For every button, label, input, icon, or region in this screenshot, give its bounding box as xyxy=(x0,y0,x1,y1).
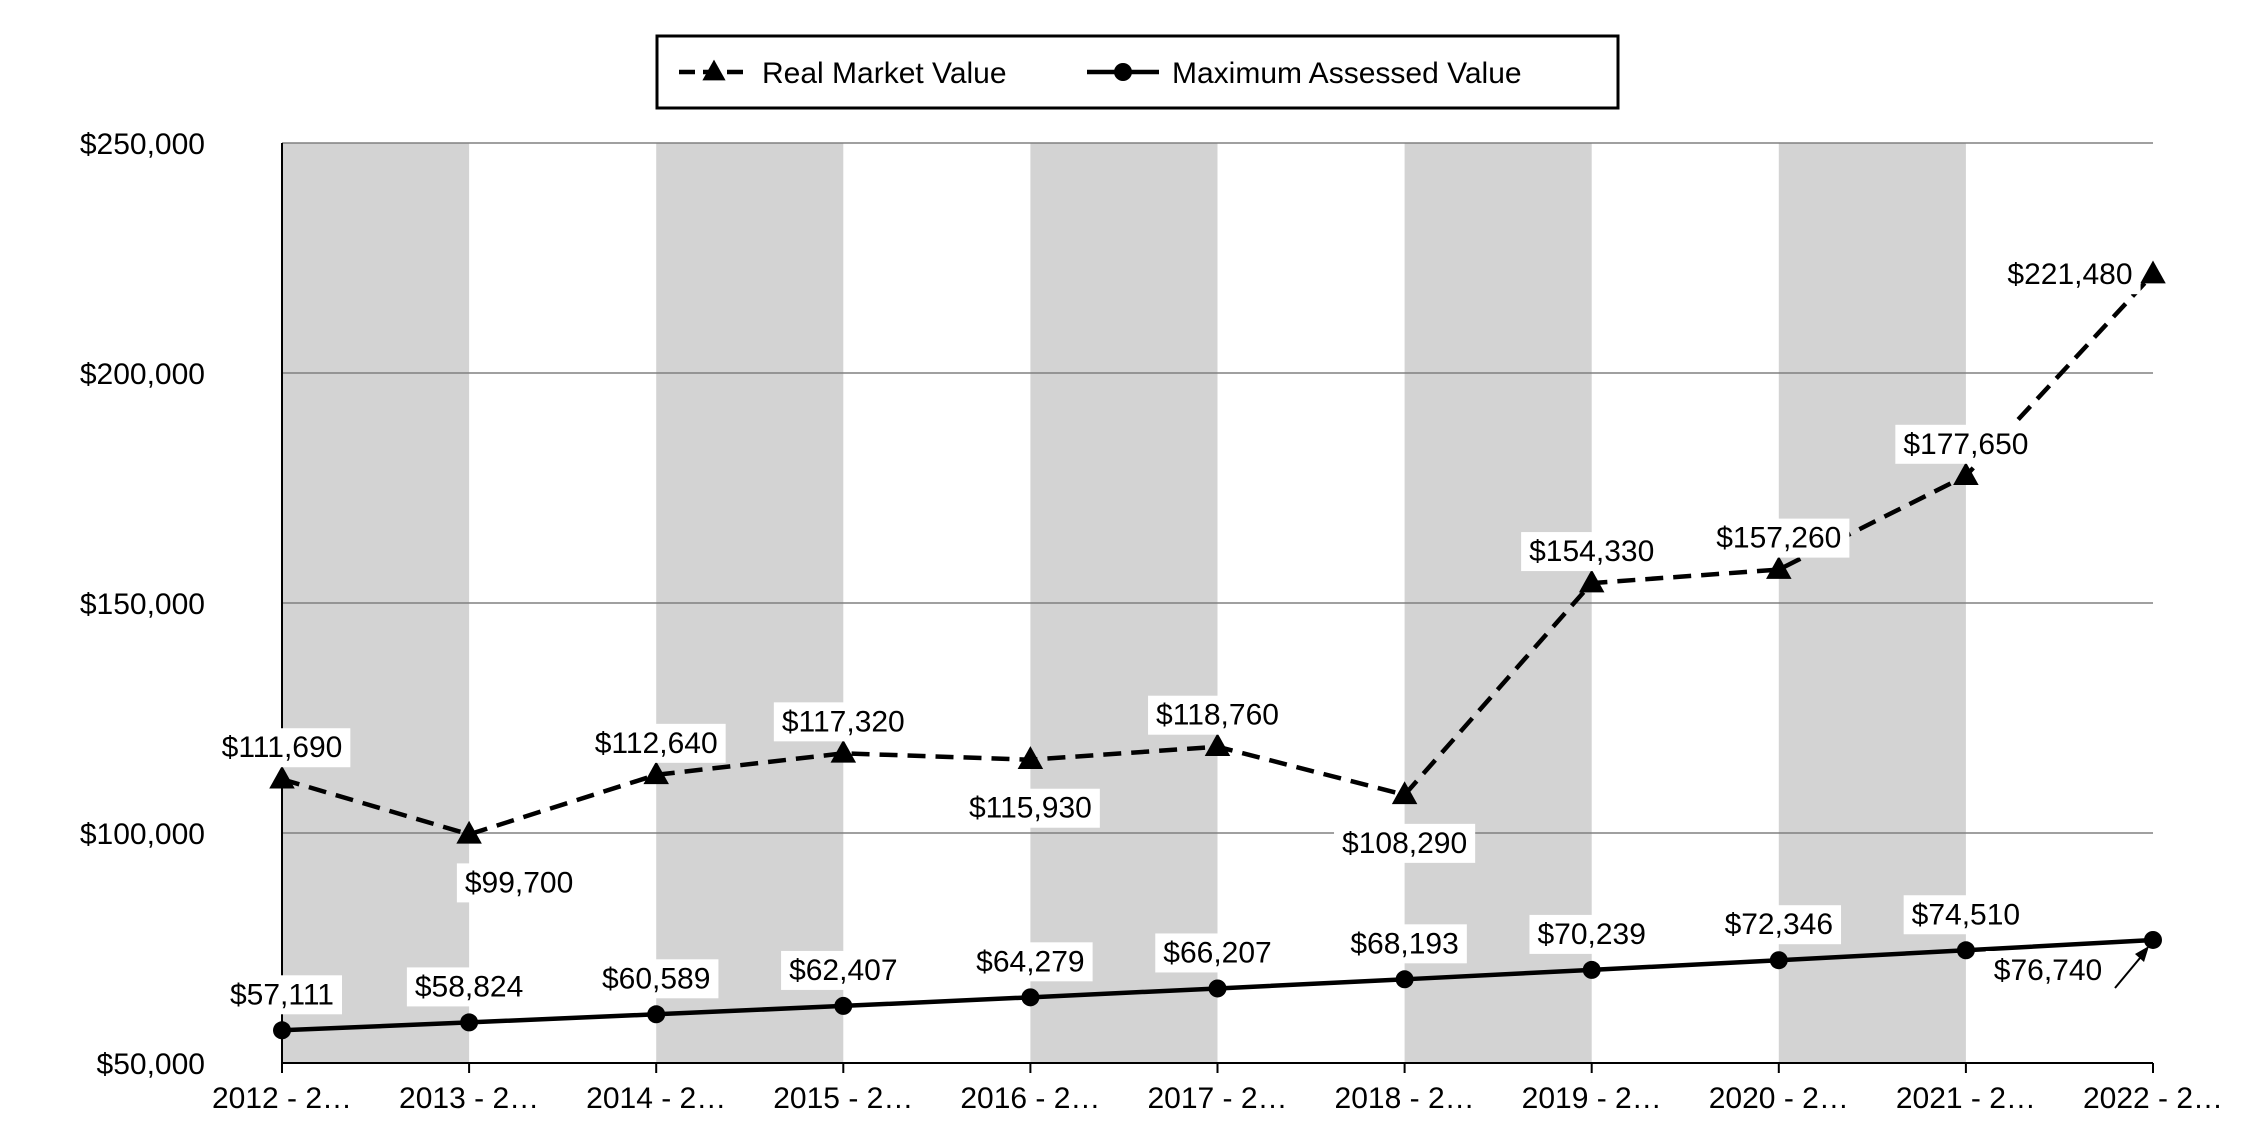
marker-triangle xyxy=(1953,462,1979,486)
rmv-data-label-bg xyxy=(1708,518,1850,558)
rmv-data-label-bg xyxy=(213,728,351,768)
x-tick-label: 2015 - 2… xyxy=(773,1082,913,1115)
marker-circle xyxy=(1769,951,1788,970)
mav-data-label-bg xyxy=(1529,914,1654,954)
legend-label: Maximum Assessed Value xyxy=(1172,57,1522,90)
marker-triangle xyxy=(643,761,669,785)
x-tick-label: 2016 - 2… xyxy=(960,1082,1100,1115)
y-tick-label: $50,000 xyxy=(97,1048,205,1081)
data-labels: $111,690 $99,700 $112,640 $117,320 $115,930 $… xyxy=(213,255,2149,1015)
rmv-data-label: $112,640 xyxy=(595,727,718,760)
rmv-data-label-bg xyxy=(1521,532,1663,572)
marker-circle xyxy=(1395,970,1414,989)
x-tick-label: 2013 - 2… xyxy=(399,1082,539,1115)
rmv-data-label-bg xyxy=(773,702,913,742)
mav-data-label-bg xyxy=(781,950,906,990)
marker-triangle xyxy=(269,765,295,789)
rmv-data-label: $117,320 xyxy=(782,705,905,738)
gridlines xyxy=(282,142,2153,834)
rmv-data-label: $111,690 xyxy=(222,731,343,764)
marker-triangle xyxy=(830,739,857,763)
marker-triangle xyxy=(1391,781,1418,805)
x-tick-label: 2020 - 2… xyxy=(1709,1082,1849,1115)
rmv-data-label: $177,650 xyxy=(1903,428,2028,461)
rmv-data-label: $115,930 xyxy=(969,792,1092,825)
rmv-data-label: $108,290 xyxy=(1342,827,1467,860)
y-tick-label: $250,000 xyxy=(80,128,205,161)
legend: Real Market Value Maximum Assessed Value xyxy=(655,34,1620,110)
rmv-data-label: $154,330 xyxy=(1529,535,1654,568)
rmv-data-label: $221,480 xyxy=(2007,258,2132,291)
legend-label: Real Market Value xyxy=(762,57,1007,90)
x-tick-label: 2021 - 2… xyxy=(1896,1082,2036,1115)
x-tick-label: 2014 - 2… xyxy=(586,1082,726,1115)
mav-data-label: $68,193 xyxy=(1350,927,1458,960)
marker-triangle xyxy=(1766,555,1792,579)
x-tick-label: 2017 - 2… xyxy=(1147,1082,1287,1115)
rmv-data-label-bg xyxy=(1148,695,1287,735)
rmv-data-label-bg xyxy=(1999,255,2141,295)
marker-circle xyxy=(1582,960,1601,979)
mav-data-label: $62,407 xyxy=(789,954,897,987)
rmv-data-label: $118,760 xyxy=(1156,699,1279,732)
mav-data-label-bg xyxy=(1903,895,2029,935)
mav-data-label: $64,279 xyxy=(976,945,1084,978)
marker-triangle xyxy=(1578,569,1605,593)
mav-data-label-bg xyxy=(222,975,342,1015)
rmv-data-label-bg xyxy=(586,723,726,763)
marker-triangle xyxy=(1017,746,1044,769)
x-tick-label: 2019 - 2… xyxy=(1522,1082,1662,1115)
axes: $50,000 $100,000 $150,000 $200,000 $250,000 2… xyxy=(80,128,2223,1115)
rmv-data-label: $99,700 xyxy=(465,866,573,899)
rmv-data-label-bg xyxy=(456,863,582,903)
marker-circle xyxy=(1208,979,1227,998)
rmv-data-label-bg xyxy=(1895,424,2037,464)
mav-data-label-bg xyxy=(593,959,719,999)
mav-data-label: $57,111 xyxy=(230,978,334,1011)
mav-data-label-bg xyxy=(1342,924,1467,964)
marker-circle xyxy=(460,1013,479,1032)
legend-marker-circle xyxy=(1114,63,1132,81)
mav-data-label-bg xyxy=(1155,933,1280,973)
marker-circle xyxy=(834,996,853,1015)
y-tick-label: $150,000 xyxy=(80,588,205,621)
x-tick-label: 2018 - 2… xyxy=(1335,1082,1475,1115)
marker-circle xyxy=(273,1021,291,1040)
mav-data-label: $60,589 xyxy=(602,962,710,995)
mav-data-label-bg xyxy=(968,942,1093,982)
rmv-data-label-bg xyxy=(960,788,1100,828)
mav-data-label-bg xyxy=(1716,905,1842,945)
mav-data-label: $58,824 xyxy=(415,970,523,1003)
mav-data-label: $66,207 xyxy=(1163,936,1271,969)
mav-data-label: $72,346 xyxy=(1725,908,1833,941)
rmv-data-label: $157,260 xyxy=(1716,522,1841,555)
mav-data-label: $76,740 xyxy=(1994,954,2102,987)
x-tick-label: 2012 - 2… xyxy=(212,1082,352,1115)
mav-data-label: $74,510 xyxy=(1912,898,2020,931)
callout-arrowhead xyxy=(2135,945,2149,962)
mav-data-label-bg xyxy=(1985,950,2111,990)
y-tick-label: $100,000 xyxy=(80,818,205,851)
mav-data-label-bg xyxy=(406,967,532,1007)
marker-circle xyxy=(1956,941,1975,960)
x-tick-label: 2022 - 2… xyxy=(2083,1082,2223,1115)
series-markers xyxy=(269,260,2166,1040)
marker-circle xyxy=(1021,988,1040,1007)
rmv-data-label-bg xyxy=(1334,823,1476,863)
legend-marker-triangle xyxy=(702,59,726,81)
marker-circle xyxy=(2144,930,2162,949)
marker-triangle xyxy=(1204,733,1231,756)
mav-data-label: $70,239 xyxy=(1537,918,1645,951)
marker-triangle xyxy=(2140,260,2166,284)
marker-circle xyxy=(647,1005,666,1024)
marker-triangle xyxy=(456,820,482,844)
y-tick-label: $200,000 xyxy=(80,358,205,391)
